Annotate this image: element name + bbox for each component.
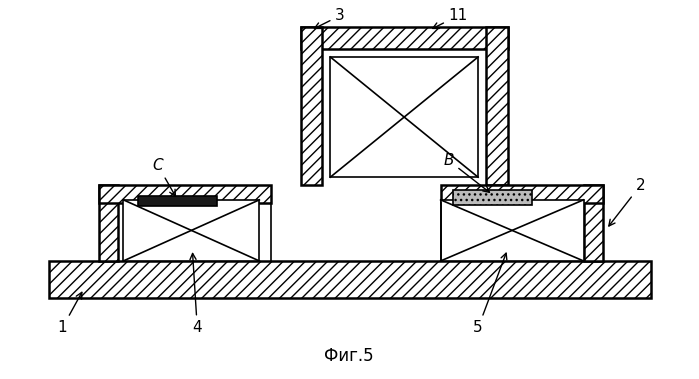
Text: 5: 5 [473, 253, 507, 335]
Bar [123, 200, 259, 261]
Text: 2: 2 [609, 178, 645, 226]
Text: 3: 3 [315, 8, 345, 28]
Text: Фиг.5: Фиг.5 [324, 348, 374, 365]
Bar [99, 185, 271, 203]
Bar [440, 200, 584, 261]
Bar [301, 27, 507, 49]
Bar [440, 185, 603, 203]
Text: 11: 11 [433, 8, 468, 28]
Bar [50, 261, 651, 298]
Bar [99, 185, 118, 261]
Bar [138, 196, 217, 206]
Text: B: B [443, 153, 489, 192]
Bar [454, 190, 532, 205]
Bar [331, 57, 478, 177]
Text: 1: 1 [57, 292, 82, 335]
Text: 4: 4 [190, 254, 202, 335]
Bar [322, 49, 486, 185]
Bar [486, 27, 507, 185]
Bar [301, 27, 322, 185]
Bar [584, 185, 603, 261]
Text: C: C [152, 158, 175, 196]
